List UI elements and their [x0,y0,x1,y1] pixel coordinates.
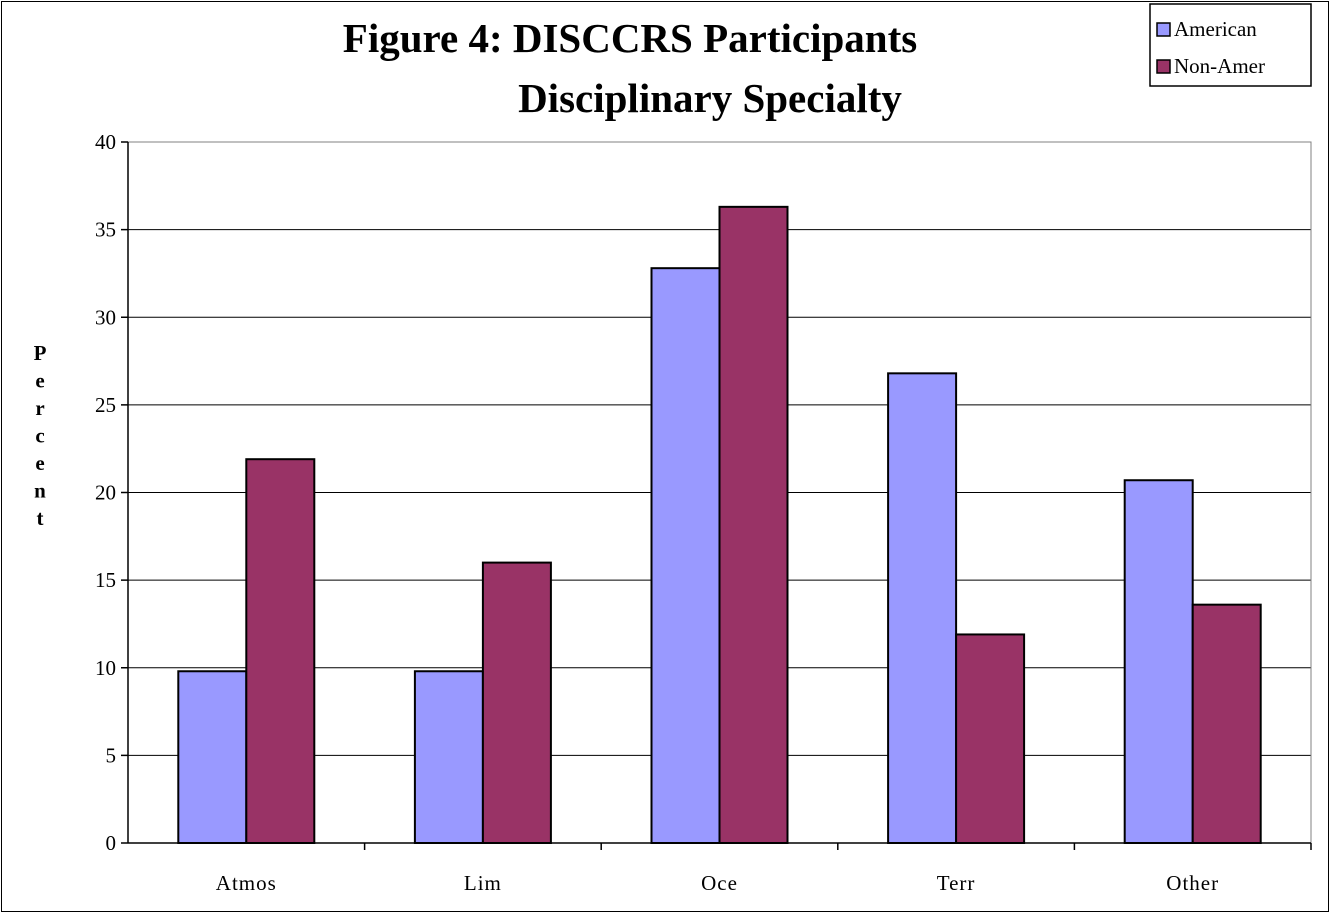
y-tick-label: 15 [95,568,116,592]
bar-non-amer-oce [718,205,789,844]
axes [121,141,1312,850]
y-axis-label-letter: e [35,369,44,393]
x-category-label: Oce [701,871,738,895]
y-tick-label: 30 [95,305,116,329]
legend-swatch-non-amer [1156,59,1171,74]
bar-american-lim [413,670,484,844]
y-axis-label-letter: r [35,396,44,420]
x-category-label: Terr [937,871,976,895]
bars [177,205,1262,845]
bar-american-other [1123,479,1194,844]
x-category-labels: Atmos Lim Oce Terr Other [216,871,1219,895]
y-tick-label: 35 [95,218,116,242]
y-tick-label: 25 [95,393,116,417]
legend-label-non-amer: Non-Amer [1174,54,1265,78]
y-axis-label-letter: c [35,424,44,448]
legend-label-american: American [1174,17,1257,41]
x-category-label: Lim [464,871,502,895]
y-axis-label-letter: e [35,451,44,475]
chart-title-line-2: Disciplinary Specialty [518,75,902,121]
y-tick-label: 20 [95,481,116,505]
y-axis-label-letter: n [34,479,46,503]
bar-non-amer-terr [955,633,1026,845]
y-tick-label: 40 [95,130,116,154]
x-category-label: Other [1166,871,1219,895]
legend: American Non-Amer [1149,3,1312,87]
bar-american-oce [650,267,721,844]
y-tick-labels: 0 5 10 15 20 25 30 35 40 [95,130,116,855]
bar-american-terr [887,372,958,844]
y-axis-label-letter: P [34,341,47,365]
x-category-label: Atmos [216,871,277,895]
y-axis-label-letter: t [37,506,44,530]
legend-swatch-american [1156,22,1171,37]
bar-american-atmos [177,670,248,844]
bar-non-amer-atmos [245,458,316,844]
y-tick-label: 5 [106,743,117,767]
y-tick-label: 0 [106,831,117,855]
bar-non-amer-lim [481,561,552,844]
y-tick-label: 10 [95,656,116,680]
bar-non-amer-other [1191,603,1262,844]
chart-title-line-1: Figure 4: DISCCRS Participants [343,15,917,61]
